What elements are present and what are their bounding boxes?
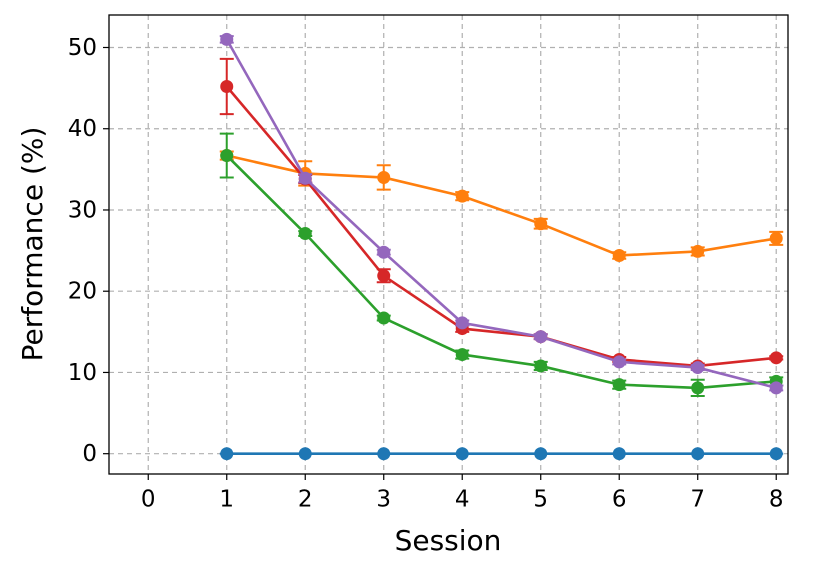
series-line bbox=[226, 154, 777, 257]
point bbox=[534, 359, 548, 373]
point bbox=[691, 244, 705, 258]
x-tick-label: 1 bbox=[219, 487, 234, 513]
point bbox=[455, 348, 469, 362]
x-tick-label: 0 bbox=[141, 487, 156, 513]
point bbox=[455, 316, 469, 330]
point bbox=[377, 311, 391, 325]
point bbox=[534, 330, 548, 344]
point bbox=[220, 447, 234, 461]
point bbox=[534, 447, 548, 461]
point bbox=[298, 447, 312, 461]
point bbox=[377, 269, 391, 283]
y-tick-label: 50 bbox=[68, 35, 97, 61]
point bbox=[612, 248, 626, 262]
point bbox=[455, 189, 469, 203]
series-line bbox=[225, 85, 777, 368]
point bbox=[691, 381, 705, 395]
y-tick-label: 30 bbox=[68, 197, 97, 223]
x-axis-label: Session bbox=[395, 524, 502, 557]
point bbox=[377, 245, 391, 259]
x-tick-label: 5 bbox=[533, 487, 548, 513]
point bbox=[220, 149, 234, 163]
y-tick-label: 20 bbox=[68, 279, 97, 305]
x-tick-label: 2 bbox=[298, 487, 313, 513]
y-tick-label: 10 bbox=[68, 360, 97, 386]
y-tick-label: 40 bbox=[68, 116, 97, 142]
point bbox=[455, 447, 469, 461]
point bbox=[691, 447, 705, 461]
point bbox=[220, 32, 234, 46]
point bbox=[612, 355, 626, 369]
point bbox=[612, 378, 626, 392]
series-line bbox=[225, 38, 777, 390]
y-axis-label: Performance (%) bbox=[16, 127, 49, 362]
y-tick-label: 0 bbox=[82, 441, 97, 467]
x-tick-label: 4 bbox=[455, 487, 470, 513]
point bbox=[769, 381, 783, 395]
x-tick-label: 6 bbox=[612, 487, 627, 513]
point bbox=[769, 351, 783, 365]
point bbox=[769, 447, 783, 461]
plot-frame bbox=[108, 14, 789, 475]
point bbox=[691, 361, 705, 375]
x-tick-label: 7 bbox=[690, 487, 705, 513]
point bbox=[377, 170, 391, 184]
x-tick-label: 3 bbox=[376, 487, 391, 513]
point bbox=[769, 231, 783, 245]
point bbox=[377, 447, 391, 461]
point bbox=[298, 227, 312, 241]
point bbox=[298, 171, 312, 185]
series-line bbox=[225, 154, 777, 390]
point bbox=[220, 79, 234, 93]
point bbox=[612, 447, 626, 461]
point bbox=[534, 217, 548, 231]
x-tick-label: 8 bbox=[769, 487, 784, 513]
